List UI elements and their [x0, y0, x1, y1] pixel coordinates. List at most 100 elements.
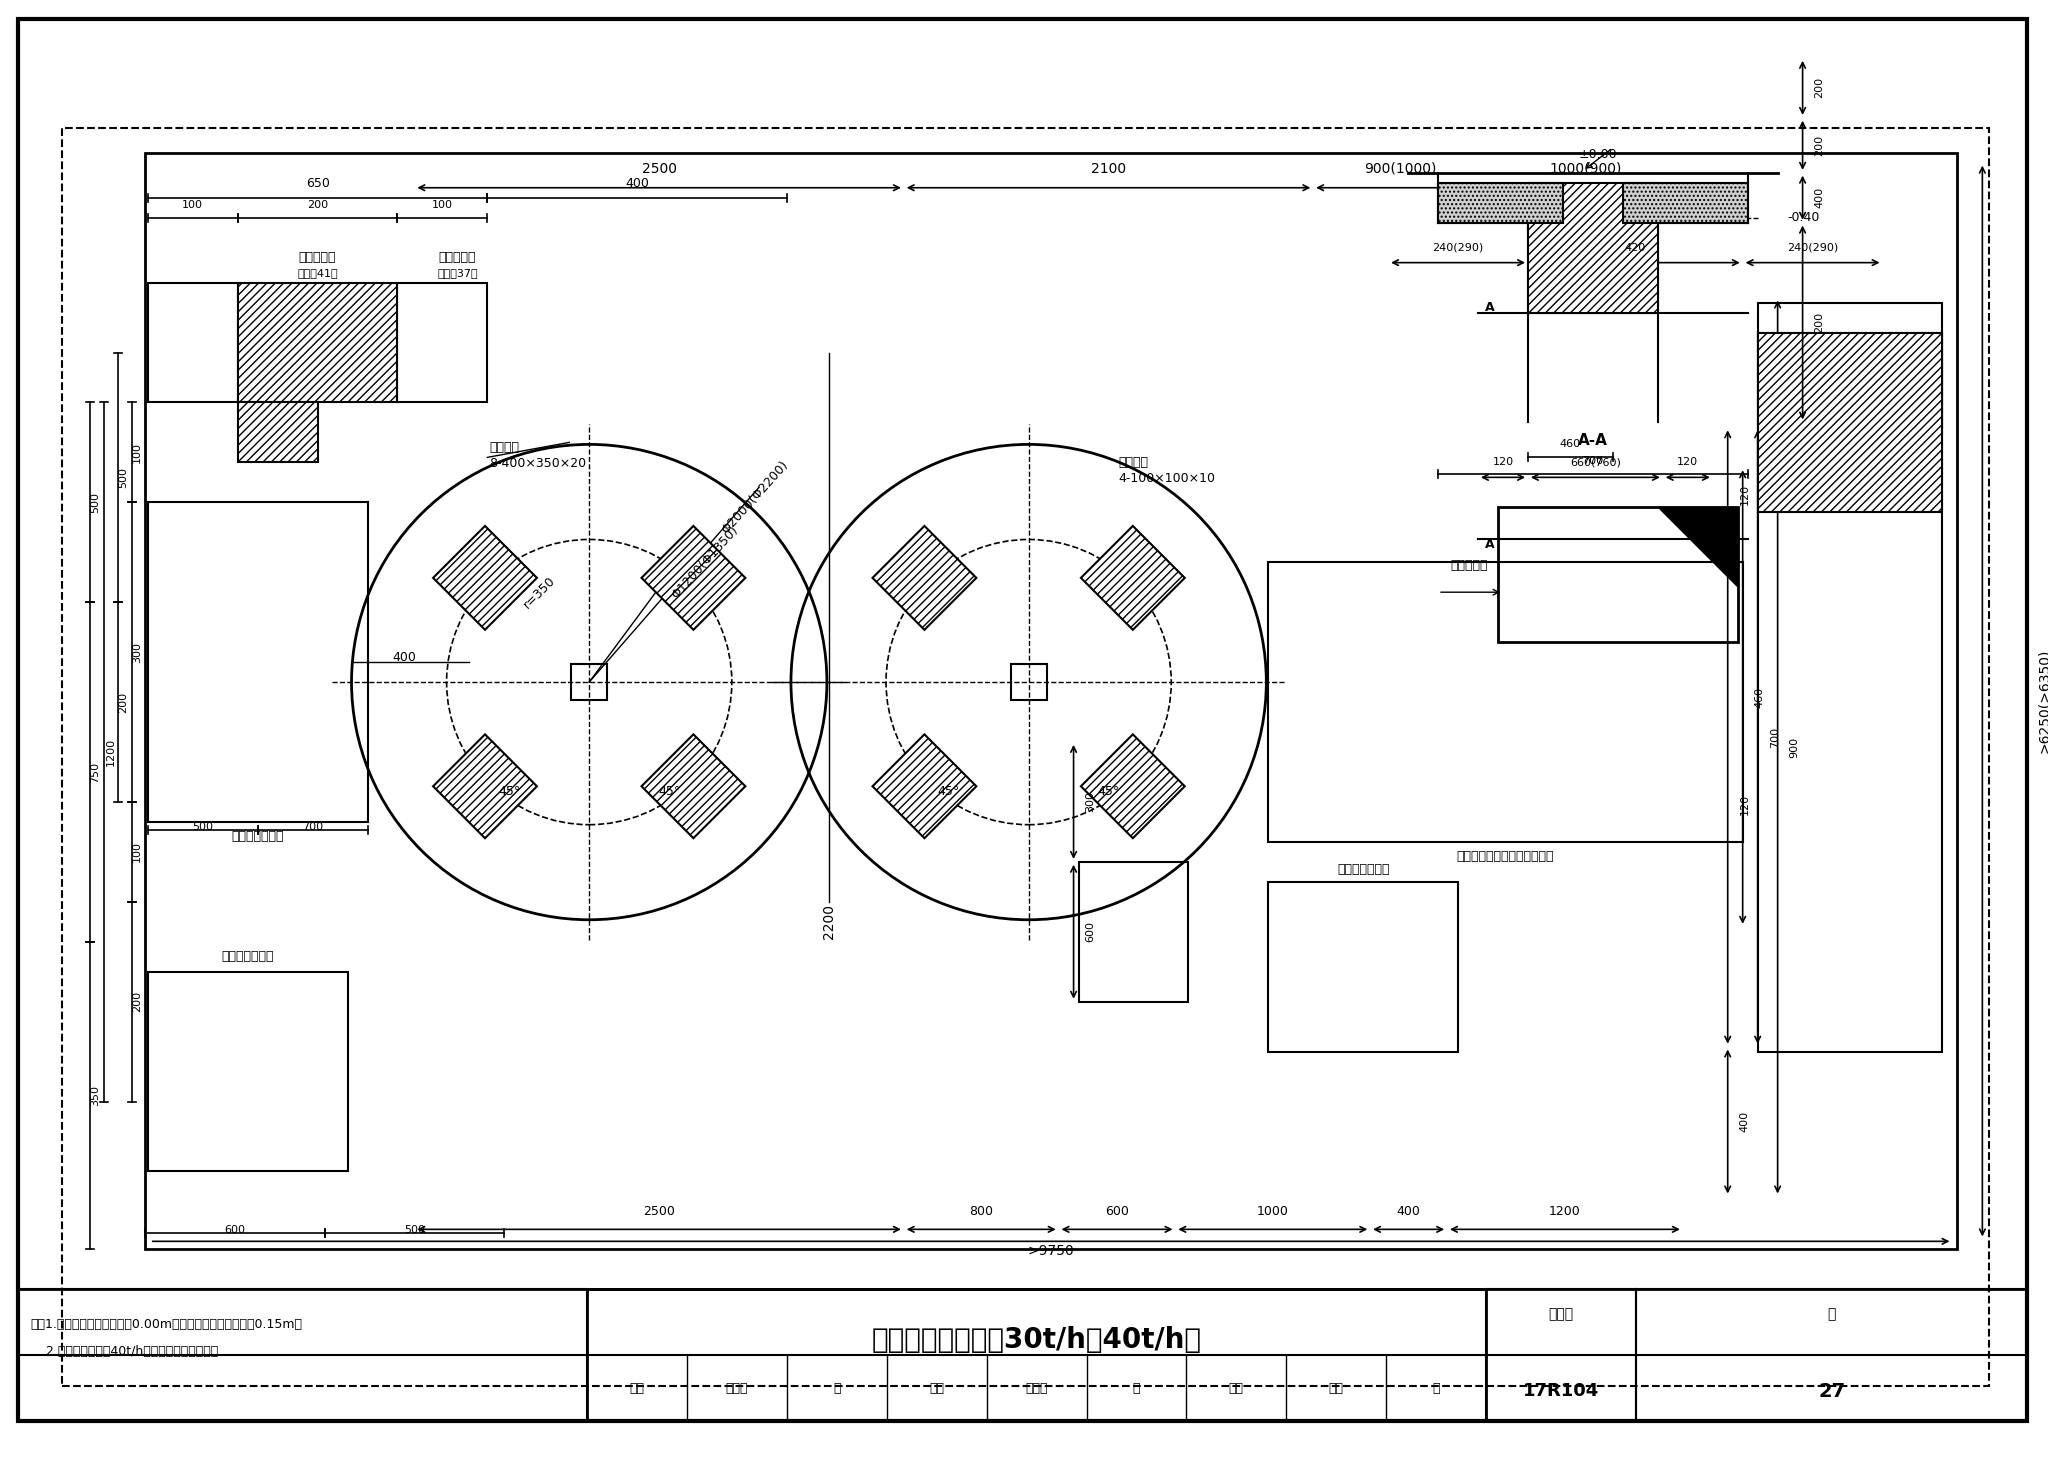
Text: 审核: 审核 — [629, 1381, 645, 1395]
Bar — [1010, 664, 1047, 700]
Text: r=350: r=350 — [520, 574, 557, 611]
Text: 240(290): 240(290) — [1432, 243, 1483, 252]
Text: 4-100×100×10: 4-100×100×10 — [1118, 471, 1217, 485]
Polygon shape — [872, 735, 977, 839]
Text: 2200: 2200 — [821, 904, 836, 940]
Text: 700: 700 — [1769, 726, 1780, 747]
Polygon shape — [1657, 507, 1737, 587]
Text: 预埋钢板: 预埋钢板 — [489, 440, 520, 453]
Text: 200: 200 — [131, 991, 141, 1012]
Text: 650: 650 — [305, 176, 330, 190]
Bar — [238, 283, 397, 403]
Text: 气水分离器基础: 气水分离器基础 — [231, 830, 285, 843]
Bar — [1528, 182, 1657, 313]
Polygon shape — [1081, 735, 1184, 839]
Text: 2100: 2100 — [1092, 162, 1126, 176]
Bar — [588, 1289, 1487, 1421]
Bar — [1079, 863, 1188, 1002]
Text: A: A — [1485, 301, 1495, 314]
Text: 420: 420 — [1624, 243, 1647, 252]
Text: 除氧罐基础: 除氧罐基础 — [438, 250, 475, 264]
Text: 负压转换泵基础: 负压转换泵基础 — [221, 950, 274, 963]
Text: 1000: 1000 — [1257, 1205, 1288, 1218]
Bar — [1497, 507, 1737, 642]
Text: >6250(>6350): >6250(>6350) — [2038, 649, 2048, 753]
Text: 400: 400 — [1397, 1205, 1421, 1218]
Text: 460: 460 — [1755, 686, 1765, 707]
Text: 安玉生: 安玉生 — [1026, 1381, 1049, 1395]
Text: 400: 400 — [393, 651, 416, 664]
Text: A-A: A-A — [1577, 433, 1608, 448]
Polygon shape — [641, 526, 745, 630]
Text: 600: 600 — [223, 1226, 246, 1236]
Bar — [1636, 1289, 2028, 1421]
Polygon shape — [641, 735, 745, 839]
Text: 注：1.除电控柜基础顶标高为0.00m外，其余基础顶标高均为0.15m。: 注：1.除电控柜基础顶标高为0.00m外，其余基础顶标高均为0.15m。 — [31, 1317, 301, 1331]
Text: 2500: 2500 — [641, 162, 676, 176]
Text: 120: 120 — [1493, 458, 1513, 467]
Text: 真空泵基础: 真空泵基础 — [299, 250, 336, 264]
Text: 900(1000): 900(1000) — [1364, 162, 1438, 176]
Text: A: A — [1485, 538, 1495, 551]
Text: 给水电动阀基础: 给水电动阀基础 — [1337, 864, 1389, 876]
Text: 200: 200 — [1815, 313, 1825, 333]
Text: 100: 100 — [131, 842, 141, 863]
Text: 700: 700 — [301, 823, 324, 831]
Polygon shape — [1081, 526, 1184, 630]
Bar — [145, 153, 1958, 1249]
Text: 400: 400 — [1815, 187, 1825, 209]
Text: 100: 100 — [182, 200, 203, 210]
Text: 200: 200 — [119, 692, 127, 713]
Text: 800: 800 — [969, 1205, 993, 1218]
Text: 刘达: 刘达 — [1329, 1381, 1343, 1395]
Polygon shape — [872, 526, 977, 630]
Text: 300: 300 — [131, 642, 141, 662]
Text: 600: 600 — [1106, 1205, 1128, 1218]
Text: 350: 350 — [90, 1085, 100, 1106]
Text: 27: 27 — [1819, 1381, 1845, 1400]
Text: 除氧给水泵及冷却循环泵基础: 除氧给水泵及冷却循环泵基础 — [1456, 851, 1554, 864]
Bar — [61, 127, 1989, 1386]
Text: 400: 400 — [625, 176, 649, 190]
Bar — [1622, 182, 1747, 222]
Text: 详见第41页: 详见第41页 — [297, 268, 338, 277]
Text: 2.括号内尺寸表示40t/h除氧罐所对应的尺寸。: 2.括号内尺寸表示40t/h除氧罐所对应的尺寸。 — [31, 1344, 219, 1358]
Text: 设备基础条件图（30t/h、40t/h）: 设备基础条件图（30t/h、40t/h） — [872, 1326, 1202, 1355]
Text: 设计: 设计 — [1229, 1381, 1243, 1395]
Text: 预埋钢板: 预埋钢板 — [1118, 456, 1149, 468]
Bar — [18, 1289, 588, 1421]
Text: 750: 750 — [90, 762, 100, 782]
Text: 200: 200 — [307, 200, 328, 210]
Bar — [1268, 882, 1458, 1052]
Bar — [1487, 1289, 1636, 1421]
Polygon shape — [432, 526, 537, 630]
Bar — [397, 283, 487, 403]
Text: 200: 200 — [1815, 135, 1825, 156]
Text: 车卫彭: 车卫彭 — [725, 1381, 748, 1395]
Text: 页: 页 — [1827, 1307, 1835, 1322]
Bar — [1757, 302, 1942, 427]
Text: 45°: 45° — [498, 785, 520, 799]
Text: 600: 600 — [1085, 922, 1096, 943]
Text: 500: 500 — [90, 492, 100, 513]
Polygon shape — [432, 735, 537, 839]
Bar — [238, 403, 317, 462]
Text: -0.40: -0.40 — [1788, 212, 1821, 224]
Text: 45°: 45° — [657, 785, 680, 799]
Text: 8-400×350×20: 8-400×350×20 — [489, 456, 586, 470]
Text: 电控柜基础: 电控柜基础 — [1450, 559, 1489, 572]
Bar — [571, 664, 606, 700]
Text: 200: 200 — [1815, 77, 1825, 98]
Text: 批: 批 — [834, 1381, 840, 1395]
Text: ±0.00: ±0.00 — [1579, 148, 1618, 162]
Text: 400: 400 — [1739, 1112, 1749, 1132]
Text: 45°: 45° — [1098, 785, 1120, 799]
Text: 120: 120 — [1677, 458, 1698, 467]
Text: 240(290): 240(290) — [1788, 243, 1839, 252]
Text: 17R104: 17R104 — [1524, 1383, 1599, 1400]
Bar — [147, 502, 367, 823]
Text: Φ2000(Φ2200): Φ2000(Φ2200) — [719, 458, 791, 536]
Text: 校对: 校对 — [930, 1381, 944, 1395]
Text: 500: 500 — [193, 823, 213, 831]
Text: 图集号: 图集号 — [1548, 1307, 1573, 1322]
